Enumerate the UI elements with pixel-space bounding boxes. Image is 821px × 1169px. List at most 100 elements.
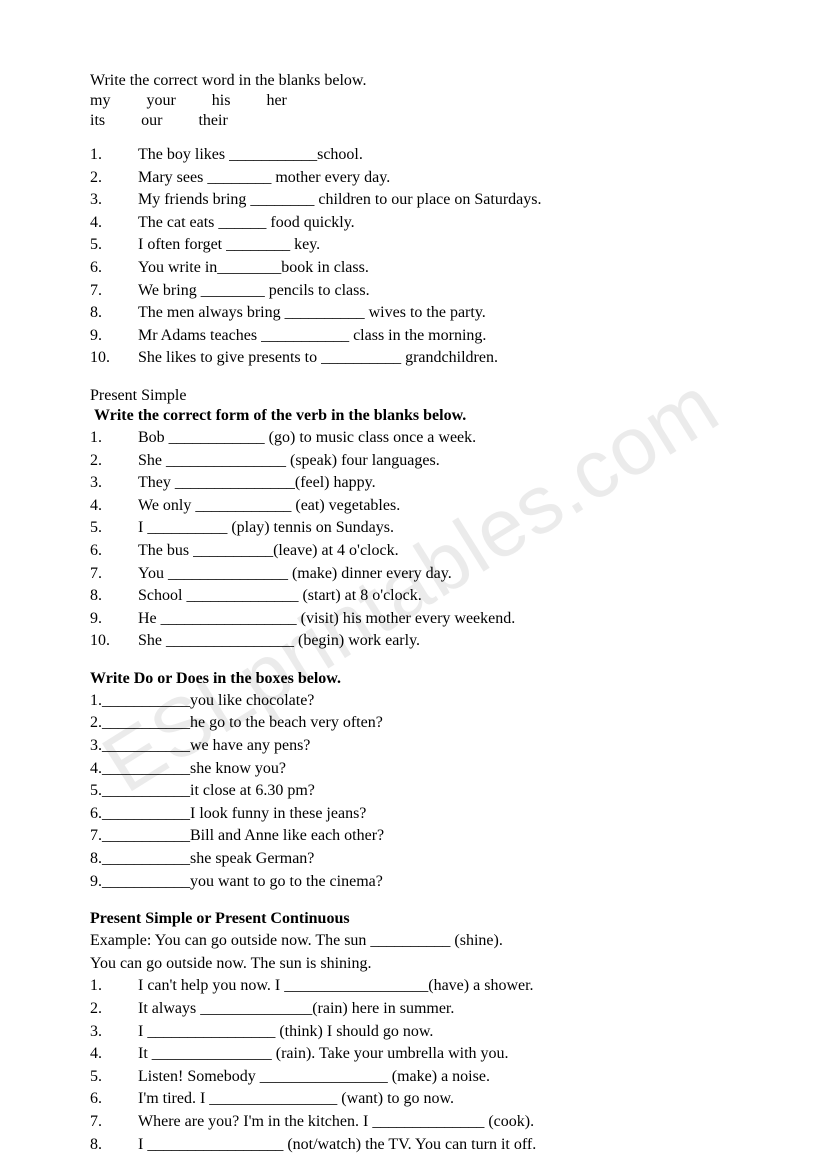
item-number: 3. — [90, 189, 138, 211]
item-text: Mr Adams teaches ___________ class in th… — [138, 325, 731, 347]
section4-items: 1.I can't help you now. I ______________… — [90, 975, 731, 1155]
list-item: 5.I __________ (play) tennis on Sundays. — [90, 517, 731, 539]
item-text: I __________ (play) tennis on Sundays. — [138, 517, 731, 539]
item-text: 7.___________Bill and Anne like each oth… — [90, 825, 384, 847]
list-item: 4.It _______________ (rain). Take your u… — [90, 1043, 731, 1065]
list-item: 1.___________you like chocolate? — [90, 690, 731, 712]
list-item: 9.He _________________ (visit) his mothe… — [90, 608, 731, 630]
item-text: 1.___________you like chocolate? — [90, 690, 314, 712]
item-number: 5. — [90, 1066, 138, 1088]
section4-example2: You can go outside now. The sun is shini… — [90, 953, 731, 975]
word-your: your — [146, 92, 175, 110]
item-text: She _______________ (speak) four languag… — [138, 450, 731, 472]
item-text: She likes to give presents to __________… — [138, 347, 731, 369]
item-text: 3.___________we have any pens? — [90, 735, 310, 757]
section3-items: 1.___________you like chocolate?2.______… — [90, 690, 731, 892]
list-item: 10.She ________________ (begin) work ear… — [90, 630, 731, 652]
item-text: The men always bring __________ wives to… — [138, 302, 731, 324]
list-item: 1.Bob ____________ (go) to music class o… — [90, 427, 731, 449]
item-text: Bob ____________ (go) to music class onc… — [138, 427, 731, 449]
word-list-line1: my your his her — [90, 92, 731, 110]
item-number: 4. — [90, 1043, 138, 1065]
item-text: I ________________ (think) I should go n… — [138, 1021, 731, 1043]
item-number: 2. — [90, 450, 138, 472]
item-number: 6. — [90, 540, 138, 562]
list-item: 3.They _______________(feel) happy. — [90, 472, 731, 494]
item-text: They _______________(feel) happy. — [138, 472, 731, 494]
item-number: 9. — [90, 325, 138, 347]
list-item: 2.Mary sees ________ mother every day. — [90, 167, 731, 189]
list-item: 2.___________he go to the beach very oft… — [90, 712, 731, 734]
list-item: 7.You _______________ (make) dinner ever… — [90, 563, 731, 585]
list-item: 10.She likes to give presents to _______… — [90, 347, 731, 369]
item-number: 10. — [90, 347, 138, 369]
item-text: The bus __________(leave) at 4 o'clock. — [138, 540, 731, 562]
list-item: 4.We only ____________ (eat) vegetables. — [90, 495, 731, 517]
item-number: 9. — [90, 608, 138, 630]
list-item: 3.My friends bring ________ children to … — [90, 189, 731, 211]
item-text: I can't help you now. I ________________… — [138, 975, 731, 997]
item-text: The cat eats ______ food quickly. — [138, 212, 731, 234]
section4-example1: Example: You can go outside now. The sun… — [90, 930, 731, 952]
section2-instruction: Write the correct form of the verb in th… — [94, 407, 731, 425]
item-number: 1. — [90, 427, 138, 449]
item-number: 3. — [90, 1021, 138, 1043]
word-our: our — [141, 112, 162, 130]
list-item: 4.___________she know you? — [90, 758, 731, 780]
list-item: 5.___________it close at 6.30 pm? — [90, 780, 731, 802]
item-number: 4. — [90, 212, 138, 234]
item-text: School ______________ (start) at 8 o'clo… — [138, 585, 731, 607]
item-number: 1. — [90, 975, 138, 997]
word-their: their — [198, 112, 227, 130]
section-present-simple: Present Simple Write the correct form of… — [90, 387, 731, 652]
list-item: 9.___________you want to go to the cinem… — [90, 871, 731, 893]
item-number: 2. — [90, 998, 138, 1020]
list-item: 2.It always ______________(rain) here in… — [90, 998, 731, 1020]
list-item: 2.She _______________ (speak) four langu… — [90, 450, 731, 472]
list-item: 7.We bring ________ pencils to class. — [90, 280, 731, 302]
list-item: 8.I _________________ (not/watch) the TV… — [90, 1134, 731, 1156]
section2-title: Present Simple — [90, 387, 731, 405]
item-number: 8. — [90, 585, 138, 607]
section2-items: 1.Bob ____________ (go) to music class o… — [90, 427, 731, 652]
list-item: 7.Where are you? I'm in the kitchen. I _… — [90, 1111, 731, 1133]
section3-instruction: Write Do or Does in the boxes below. — [90, 670, 731, 688]
item-number: 3. — [90, 472, 138, 494]
item-text: You write in________book in class. — [138, 257, 731, 279]
list-item: 5.I often forget ________ key. — [90, 234, 731, 256]
item-text: Mary sees ________ mother every day. — [138, 167, 731, 189]
item-text: He _________________ (visit) his mother … — [138, 608, 731, 630]
list-item: 8.___________she speak German? — [90, 848, 731, 870]
word-list-line2: its our their — [90, 112, 731, 130]
list-item: 7.___________Bill and Anne like each oth… — [90, 825, 731, 847]
item-text: We bring ________ pencils to class. — [138, 280, 731, 302]
item-text: I _________________ (not/watch) the TV. … — [138, 1134, 731, 1156]
list-item: 8.The men always bring __________ wives … — [90, 302, 731, 324]
list-item: 3.I ________________ (think) I should go… — [90, 1021, 731, 1043]
item-number: 10. — [90, 630, 138, 652]
item-number: 6. — [90, 257, 138, 279]
item-text: 9.___________you want to go to the cinem… — [90, 871, 383, 893]
section4-title: Present Simple or Present Continuous — [90, 910, 731, 928]
item-text: It always ______________(rain) here in s… — [138, 998, 731, 1020]
item-text: I often forget ________ key. — [138, 234, 731, 256]
item-text: My friends bring ________ children to ou… — [138, 189, 731, 211]
item-text: Where are you? I'm in the kitchen. I ___… — [138, 1111, 731, 1133]
item-number: 8. — [90, 1134, 138, 1156]
item-text: We only ____________ (eat) vegetables. — [138, 495, 731, 517]
item-text: 4.___________she know you? — [90, 758, 286, 780]
section-do-does: Write Do or Does in the boxes below. 1._… — [90, 670, 731, 892]
list-item: 4.The cat eats ______ food quickly. — [90, 212, 731, 234]
item-text: It _______________ (rain). Take your umb… — [138, 1043, 731, 1065]
section1-instruction: Write the correct word in the blanks bel… — [90, 72, 731, 90]
word-my: my — [90, 92, 110, 110]
word-its: its — [90, 112, 105, 130]
list-item: 6.___________I look funny in these jeans… — [90, 803, 731, 825]
item-number: 2. — [90, 167, 138, 189]
list-item: 9.Mr Adams teaches ___________ class in … — [90, 325, 731, 347]
list-item: 1.The boy likes ___________school. — [90, 144, 731, 166]
item-text: 6.___________I look funny in these jeans… — [90, 803, 366, 825]
item-text: You _______________ (make) dinner every … — [138, 563, 731, 585]
section-simple-continuous: Present Simple or Present Continuous Exa… — [90, 910, 731, 1155]
list-item: 1.I can't help you now. I ______________… — [90, 975, 731, 997]
